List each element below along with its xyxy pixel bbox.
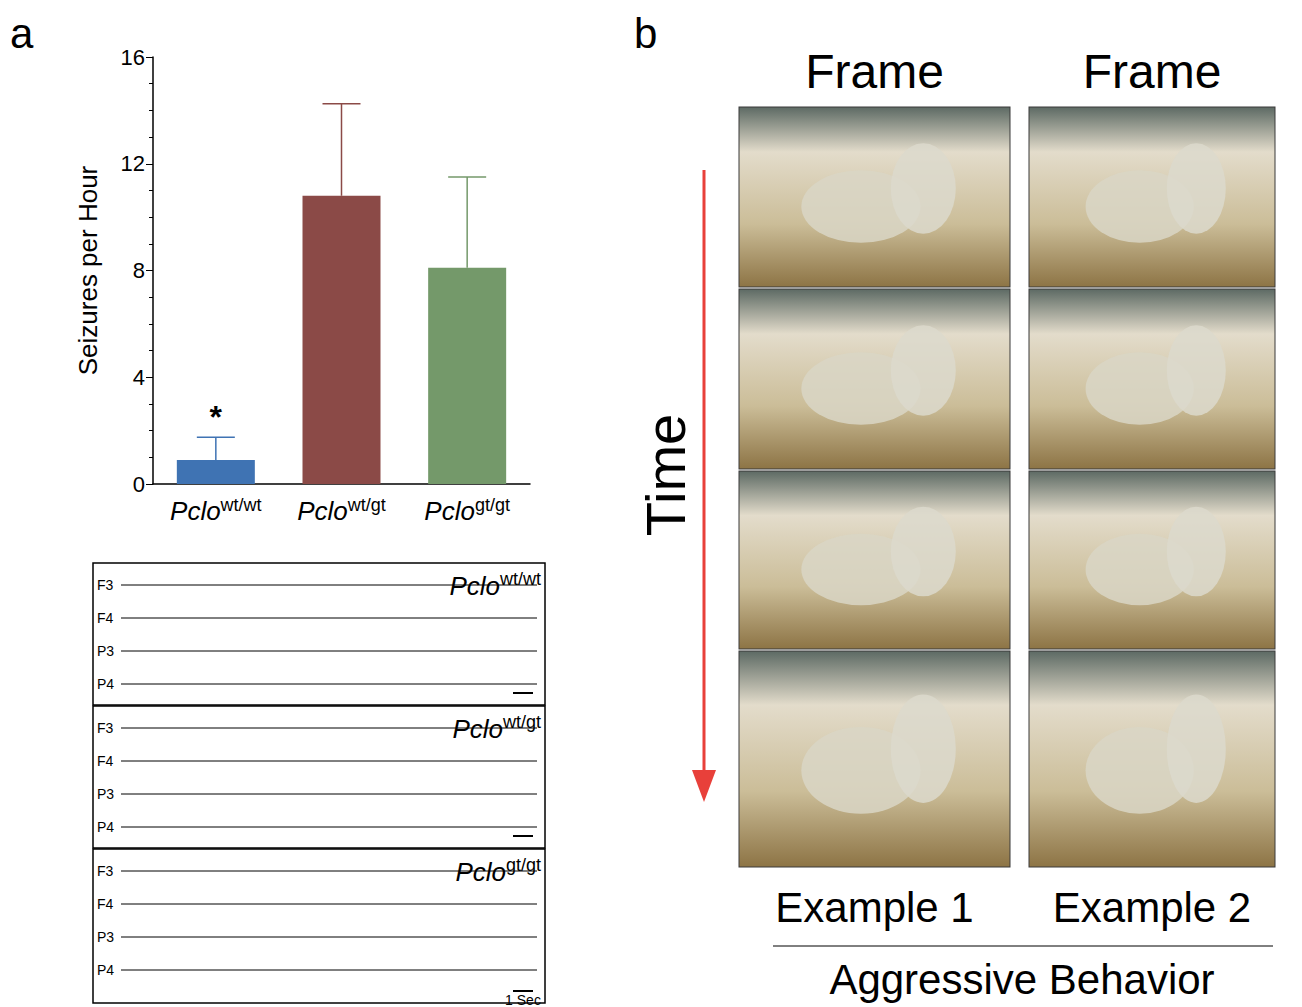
svg-text:Frame: Frame [1083,45,1222,98]
svg-text:wt/wt: wt/wt [220,495,262,515]
svg-text:16: 16 [121,45,145,70]
svg-text:P3: P3 [97,929,114,945]
svg-text:12: 12 [121,151,145,176]
svg-text:P4: P4 [97,819,114,835]
svg-text:Pclo: Pclo [170,496,221,526]
svg-text:P4: P4 [97,962,114,978]
svg-text:F4: F4 [97,610,114,626]
svg-text:P4: P4 [97,676,114,692]
svg-text:Example 1: Example 1 [775,884,973,931]
svg-text:F3: F3 [97,863,114,879]
svg-text:Seizures per Hour: Seizures per Hour [73,165,103,375]
svg-text:*: * [210,399,223,435]
svg-text:4: 4 [133,365,145,390]
svg-text:gt/gt: gt/gt [475,495,510,515]
svg-text:8: 8 [133,258,145,283]
svg-text:Pclowt/wt: Pclowt/wt [449,569,541,601]
svg-text:b: b [634,10,657,57]
svg-text:wt/gt: wt/gt [347,495,386,515]
svg-text:Pclogt/gt: Pclogt/gt [455,855,541,887]
svg-text:F4: F4 [97,753,114,769]
svg-text:1 Sec: 1 Sec [505,992,541,1007]
svg-text:0: 0 [133,472,145,497]
svg-text:Pclowt/gt: Pclowt/gt [452,712,541,744]
svg-text:P3: P3 [97,643,114,659]
svg-text:Pclo: Pclo [297,496,348,526]
svg-text:Aggressive Behavior: Aggressive Behavior [829,956,1214,1003]
svg-text:P3: P3 [97,786,114,802]
svg-text:F3: F3 [97,577,114,593]
svg-text:Frame: Frame [805,45,944,98]
svg-text:Pclo: Pclo [424,496,475,526]
svg-text:Time: Time [634,414,697,536]
svg-text:F3: F3 [97,720,114,736]
svg-text:F4: F4 [97,896,114,912]
svg-text:a: a [10,10,34,57]
svg-text:Example 2: Example 2 [1053,884,1251,931]
